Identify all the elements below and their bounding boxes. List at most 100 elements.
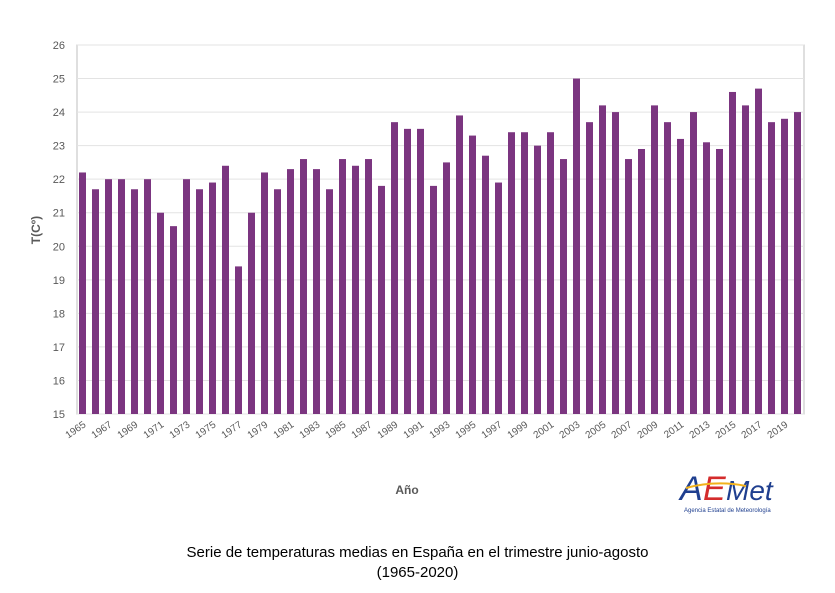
x-tick-label: 1967 [90, 419, 115, 441]
x-tick-label: 1973 [168, 419, 193, 441]
x-tick-label: 1977 [220, 419, 245, 441]
bar-1979 [261, 172, 268, 414]
bar-1966 [92, 189, 99, 414]
x-tick-label: 2011 [662, 419, 686, 441]
bar-1976 [222, 165, 229, 414]
bar-1992 [430, 185, 437, 414]
x-tick-label: 1989 [376, 419, 401, 441]
svg-text:Met: Met [726, 475, 774, 506]
x-tick-label: 1987 [350, 419, 375, 441]
x-tick-label: 1983 [298, 419, 323, 441]
bar-1995 [469, 135, 476, 414]
bar-1988 [378, 185, 385, 414]
bar-2015 [729, 91, 736, 415]
aemet-logo: A E Met Agencia Estatal de Meteorología [678, 470, 774, 514]
bar-1973 [183, 179, 190, 414]
bar-1977 [235, 266, 242, 414]
bar-1981 [287, 169, 294, 414]
bar-2001 [547, 132, 554, 414]
bar-1972 [170, 226, 177, 414]
bar-2006 [612, 112, 619, 414]
svg-text:Agencia Estatal de Meteorologí: Agencia Estatal de Meteorología [684, 508, 771, 514]
bar-1990 [404, 128, 411, 414]
bar-1997 [495, 182, 502, 414]
bar-1970 [144, 179, 151, 414]
bar-2010 [664, 122, 671, 415]
y-tick-label: 19 [53, 275, 65, 287]
y-axis-title: T(Cº) [29, 216, 43, 244]
bar-1975 [209, 182, 216, 414]
bar-1974 [196, 189, 203, 414]
bar-2013 [703, 142, 710, 415]
x-axis-title: Año [395, 483, 418, 497]
bar-1989 [391, 122, 398, 415]
x-tick-label: 2019 [766, 419, 791, 441]
bar-2019 [781, 118, 788, 415]
bar-1987 [365, 159, 372, 414]
bar-1986 [352, 165, 359, 414]
bar-1985 [339, 159, 346, 414]
x-tick-label: 2009 [636, 419, 661, 441]
bar-1984 [326, 189, 333, 414]
bar-1978 [248, 212, 255, 414]
caption-line-2: (1965-2020) [376, 564, 459, 581]
bar-1998 [508, 132, 515, 414]
y-tick-label: 23 [53, 141, 65, 153]
x-tick-label: 2001 [532, 419, 557, 441]
bar-1983 [313, 169, 320, 414]
x-tick-label: 1999 [506, 419, 531, 441]
x-tick-label: 1981 [272, 419, 297, 441]
x-tick-label: 2017 [740, 419, 765, 441]
bar-1965 [79, 172, 86, 414]
bar-2002 [560, 159, 567, 414]
x-tick-label: 1993 [428, 419, 453, 441]
bar-2016 [742, 105, 749, 414]
y-tick-label: 16 [53, 375, 65, 387]
bar-1967 [105, 179, 112, 414]
bar-2014 [716, 148, 723, 414]
x-tick-label: 2015 [714, 419, 739, 441]
y-tick-label: 26 [53, 40, 65, 52]
bar-1968 [118, 179, 125, 414]
x-tick-label: 1991 [402, 419, 427, 441]
bar-2012 [690, 112, 697, 414]
x-tick-label: 1985 [324, 419, 349, 441]
bar-1993 [443, 162, 450, 414]
bar-2009 [651, 105, 658, 414]
bar-2008 [638, 148, 645, 414]
bar-1980 [274, 189, 281, 414]
bar-2018 [768, 122, 775, 415]
y-tick-label: 24 [53, 107, 65, 119]
bar-2011 [677, 138, 684, 414]
bar-2020 [794, 112, 801, 414]
bar-2007 [625, 159, 632, 414]
bar-1969 [131, 189, 138, 414]
x-tick-label: 1979 [246, 419, 271, 441]
y-tick-label: 17 [53, 342, 65, 354]
x-tick-label: 1997 [480, 419, 505, 441]
bar-2005 [599, 105, 606, 414]
bar-2004 [586, 122, 593, 415]
y-tick-label: 18 [53, 308, 65, 320]
x-axis-ticks: 1965 1967 1969 1971 1973 1975 1977 1979 1981 1983… [64, 419, 791, 441]
y-tick-label: 25 [53, 74, 65, 86]
x-tick-label: 2007 [610, 419, 635, 441]
y-tick-label: 15 [53, 409, 65, 421]
x-tick-label: 2013 [688, 419, 713, 441]
bar-2003 [573, 78, 580, 414]
x-tick-label: 1971 [142, 419, 167, 441]
bar-1971 [157, 212, 164, 414]
x-tick-label: 2003 [558, 419, 583, 441]
x-tick-label: 1975 [194, 419, 219, 441]
x-tick-label: 2005 [584, 419, 609, 441]
bar-1991 [417, 128, 424, 414]
svg-text:A: A [678, 470, 703, 508]
bar-2000 [534, 145, 541, 415]
x-tick-label: 1995 [454, 419, 479, 441]
bar-2017 [755, 88, 762, 414]
y-tick-label: 21 [53, 208, 65, 220]
bar-1994 [456, 115, 463, 414]
bar-1999 [521, 132, 528, 414]
y-axis-ticks: 15 16 17 18 19 20 21 22 23 24 25 26 [53, 40, 65, 421]
